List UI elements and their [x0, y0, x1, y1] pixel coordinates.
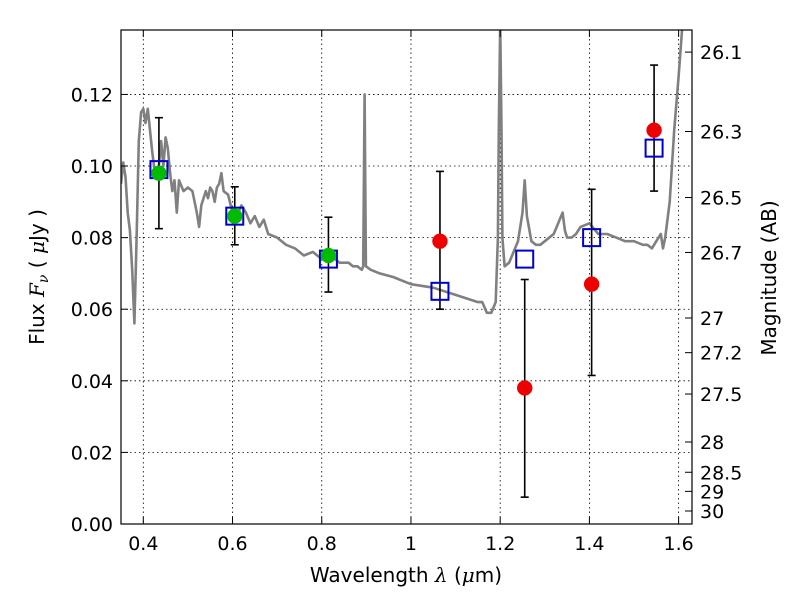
y-tick-label: 0.12: [71, 84, 113, 106]
y-tick-label: 0.10: [71, 156, 113, 178]
y2-tick-label: 26.5: [700, 188, 742, 210]
x-tick-label: 1.4: [574, 533, 604, 555]
x-tick-label: 1: [405, 533, 417, 555]
x-tick-label: 1.6: [664, 533, 694, 555]
y-tick-label: 0.04: [71, 371, 113, 393]
plot-frame: [120, 29, 693, 525]
nir-detection-point: [516, 380, 533, 396]
y2-axis-label: Magnitude (AB): [757, 200, 781, 355]
x-axis: 0.4 0.6 0.8 1 1.2 1.4 1.6: [128, 30, 694, 555]
y-tick-label: 0.06: [71, 299, 113, 321]
y2-tick-label: 27: [700, 308, 724, 330]
y2-tick-label: 27.2: [700, 343, 742, 365]
nir-detection-point: [432, 233, 448, 249]
x-tick-label: 0.4: [128, 533, 158, 555]
y2-tick-label: 26.7: [700, 242, 742, 264]
y2-tick-label: 28: [700, 432, 724, 454]
y2-tick-label: 29: [700, 481, 724, 503]
plot-area: [121, 30, 692, 524]
model-photometry-square: [644, 138, 664, 158]
y-tick-label: 0.02: [71, 442, 113, 464]
model-photometry-square: [515, 249, 535, 269]
y2-tick-label: 26.1: [700, 42, 742, 64]
y-axis-label: Flux Fν ( μJy ): [25, 209, 52, 345]
y2-tick-label: 30: [700, 501, 724, 523]
model-photometry-square: [225, 206, 245, 226]
optical-detection-point: [320, 247, 337, 264]
x-axis-label: Wavelength λ (μm): [310, 563, 502, 587]
nir-detection-point: [583, 276, 600, 292]
model-photometry-square: [430, 281, 450, 301]
x-tick-label: 1.2: [485, 533, 515, 555]
marker-layer: [149, 64, 664, 498]
optical-detection-point: [151, 165, 167, 181]
optical-detection-point: [227, 208, 243, 224]
y-tick-label: 0.00: [71, 514, 113, 536]
y2-tick-label: 28.5: [700, 462, 742, 484]
y2-tick-label: 27.5: [700, 384, 742, 406]
x-tick-label: 0.6: [217, 533, 247, 555]
model-photometry-square: [582, 228, 602, 248]
y2-tick-label: 26.3: [700, 121, 742, 143]
x-tick-label: 0.8: [307, 533, 337, 555]
y-tick-label: 0.08: [71, 228, 113, 250]
y-axis-left: 0.00 0.02 0.04 0.06 0.08 0.10 0.12: [71, 84, 128, 536]
nir-detection-point: [646, 122, 662, 138]
